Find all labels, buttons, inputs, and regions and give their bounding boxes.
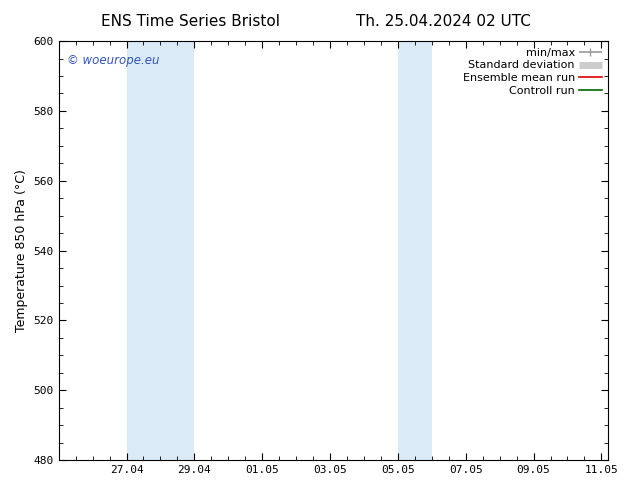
Text: Th. 25.04.2024 02 UTC: Th. 25.04.2024 02 UTC bbox=[356, 14, 531, 29]
Bar bbox=[127, 41, 195, 460]
Y-axis label: Temperature 850 hPa (°C): Temperature 850 hPa (°C) bbox=[15, 169, 28, 332]
Bar bbox=[398, 41, 432, 460]
Text: © woeurope.eu: © woeurope.eu bbox=[67, 53, 159, 67]
Legend: min/max, Standard deviation, Ensemble mean run, Controll run: min/max, Standard deviation, Ensemble me… bbox=[458, 43, 606, 100]
Title: ENS Time Series Bristol        Th. 25.04.2024 02 UTC: ENS Time Series Bristol Th. 25.04.2024 0… bbox=[0, 489, 1, 490]
Text: ENS Time Series Bristol: ENS Time Series Bristol bbox=[101, 14, 280, 29]
